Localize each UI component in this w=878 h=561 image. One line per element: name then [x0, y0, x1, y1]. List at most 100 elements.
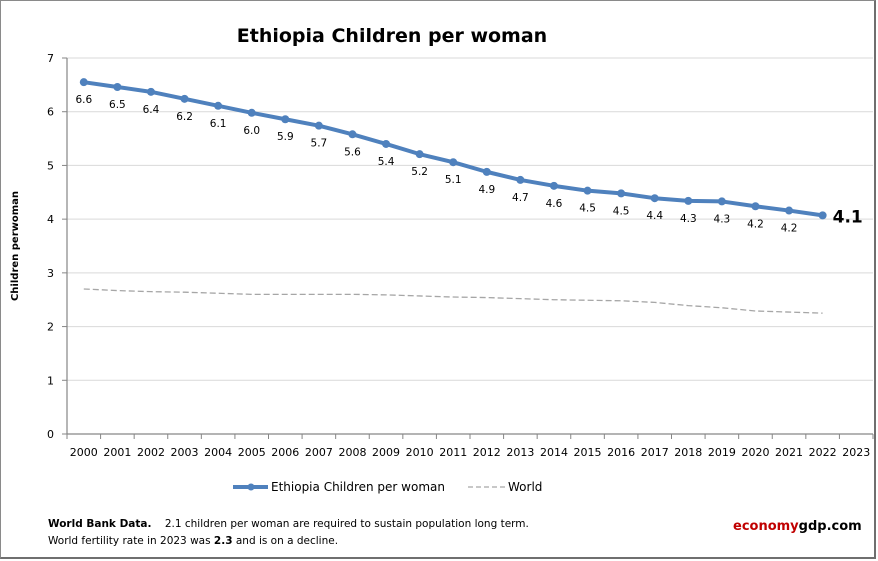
x-tick-label: 2008 [338, 446, 366, 459]
data-label: 6.4 [143, 104, 160, 116]
ethiopia-point [214, 101, 223, 110]
brand-logo[interactable]: economygdp.com [733, 519, 862, 534]
data-label: 4.3 [680, 213, 697, 225]
x-tick-label: 2007 [305, 446, 333, 459]
footnote-line-2: World fertility rate in 2023 was 2.3 and… [48, 533, 529, 550]
x-tick-label: 2017 [641, 446, 669, 459]
data-label: 4.2 [781, 223, 798, 235]
ethiopia-point [314, 121, 323, 130]
data-label: 6.5 [109, 99, 126, 111]
x-tick-label: 2010 [406, 446, 434, 459]
x-tick-label: 2012 [473, 446, 501, 459]
data-label: 5.6 [344, 146, 361, 158]
ethiopia-point [180, 94, 189, 103]
data-label: 4.7 [512, 192, 529, 204]
y-tick-labels: 0 1 2 3 4 5 6 7 [47, 52, 54, 441]
ethiopia-point [617, 189, 626, 198]
ethiopia-point [650, 194, 659, 203]
x-tick-label: 2003 [171, 446, 199, 459]
y-tick-label: 6 [47, 106, 54, 119]
x-tick-label: 2002 [137, 446, 165, 459]
data-label: 5.9 [277, 131, 294, 143]
x-tick-label: 2001 [103, 446, 131, 459]
data-label: 4.3 [714, 213, 731, 225]
x-tick-label: 2016 [607, 446, 635, 459]
ethiopia-point [684, 196, 693, 205]
legend-marker-ethiopia [247, 483, 255, 491]
ethiopia-point [146, 87, 155, 96]
world-rate-value: 2.3 [213, 535, 233, 547]
x-tick-label: 2009 [372, 446, 400, 459]
data-labels-ethiopia: 6.6 6.5 6.4 6.2 6.1 6.0 5.9 5.7 5.6 5.4 5.2 5.1 4.9 4… [75, 94, 862, 234]
source-label: World Bank Data. [48, 518, 152, 530]
x-tick-label: 2011 [439, 446, 467, 459]
ethiopia-point [717, 197, 726, 206]
x-tick-label: 2022 [809, 446, 837, 459]
data-label: 4.5 [613, 205, 630, 217]
legend-label-ethiopia: Ethiopia Children per woman [271, 480, 445, 494]
ethiopia-point [79, 78, 88, 87]
legend-label-world: World [508, 480, 542, 494]
ethiopia-point [583, 186, 592, 195]
y-tick-label: 5 [47, 159, 54, 172]
y-axis-label: Children perwoman [10, 191, 21, 301]
ethiopia-point [482, 167, 491, 176]
x-tick-label: 2005 [238, 446, 266, 459]
data-label: 4.5 [579, 203, 596, 215]
data-label-latest: 4.1 [833, 207, 863, 227]
data-label: 5.1 [445, 174, 462, 186]
data-label: 6.1 [210, 118, 227, 130]
ethiopia-point [818, 211, 827, 220]
data-label: 5.7 [311, 138, 328, 150]
ethiopia-point [415, 150, 424, 159]
data-label: 4.4 [646, 210, 663, 222]
chart-title: Ethiopia Children per woman [237, 25, 547, 47]
ethiopia-point [751, 202, 760, 211]
x-tick-label: 2023 [842, 446, 870, 459]
data-label: 6.6 [75, 94, 92, 106]
x-tick-label: 2013 [506, 446, 534, 459]
data-label: 5.2 [411, 166, 428, 178]
world-line [83, 288, 823, 314]
y-tick-label: 1 [47, 374, 54, 387]
ethiopia-point [785, 206, 794, 215]
brand-part-gdp: gdp.com [798, 519, 862, 534]
x-tick-label: 2014 [540, 446, 568, 459]
x-tick-label: 2004 [204, 446, 232, 459]
ethiopia-point [281, 115, 290, 124]
world-rate-trend: and is on a decline. [232, 535, 339, 547]
series-world [83, 288, 823, 314]
x-tick-label: 2006 [271, 446, 299, 459]
series-ethiopia [79, 78, 827, 220]
y-tick-label: 3 [47, 267, 54, 280]
gridlines [67, 57, 873, 381]
footnote: World Bank Data. 2.1 children per woman … [48, 516, 529, 550]
x-tick-labels: 2000 2001 2002 2003 2004 2005 2006 2007 2008 2009… [70, 446, 870, 459]
ethiopia-point [247, 108, 256, 117]
x-tick-label: 2019 [708, 446, 736, 459]
world-rate-text: World fertility rate in 2023 was [48, 535, 214, 547]
data-label: 5.4 [378, 156, 395, 168]
ethiopia-point [348, 130, 357, 139]
ethiopia-point [516, 175, 525, 184]
data-label: 4.2 [747, 218, 764, 230]
x-tick-label: 2000 [70, 446, 98, 459]
ethiopia-point [549, 181, 558, 190]
y-tick-label: 2 [47, 321, 54, 334]
y-tick-label: 0 [47, 428, 54, 441]
data-label: 4.9 [478, 184, 495, 196]
ethiopia-line [83, 80, 823, 218]
data-label: 6.0 [243, 125, 260, 137]
ethiopia-point [449, 158, 458, 167]
x-tick-label: 2020 [741, 446, 769, 459]
x-tick-label: 2021 [775, 446, 803, 459]
y-tick-label: 4 [47, 213, 54, 226]
data-label: 4.6 [546, 198, 563, 210]
legend: Ethiopia Children per woman World [233, 480, 542, 494]
data-label: 6.2 [176, 111, 193, 123]
x-tick-label: 2018 [674, 446, 702, 459]
y-tick-label: 7 [47, 52, 54, 65]
ethiopia-point [382, 139, 391, 148]
axes [62, 57, 874, 439]
